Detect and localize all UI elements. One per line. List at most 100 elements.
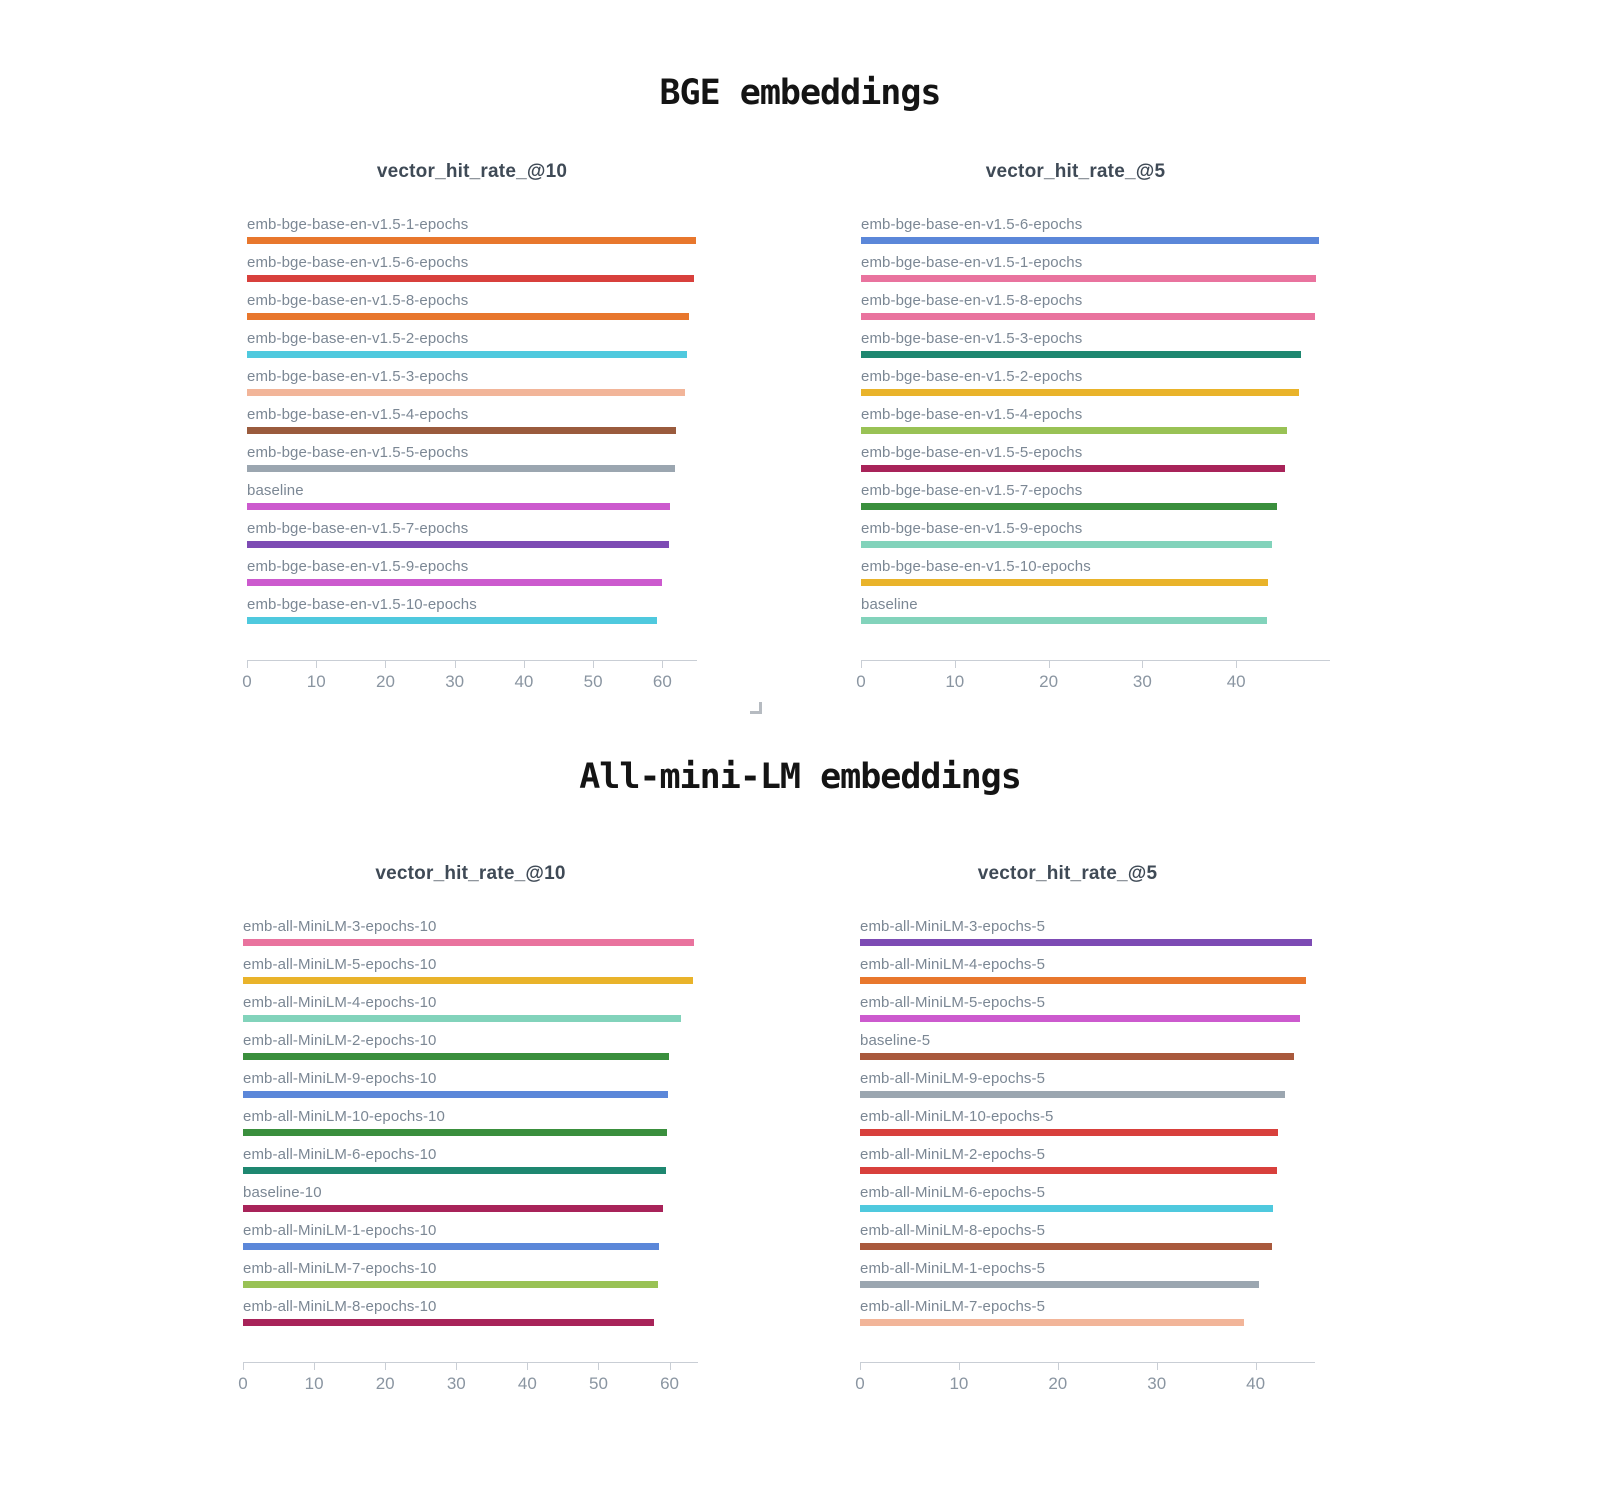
bar [861,503,1277,510]
x-axis: 0 10 20 30 40 [856,660,1330,704]
bar [243,1319,654,1326]
axis-tick-label: 30 [445,672,465,691]
bar [247,313,689,320]
bar [860,1129,1279,1136]
bar-row: emb-bge-base-en-v1.5-3-epochs [247,367,697,396]
bar-label: emb-bge-base-en-v1.5-8-epochs [247,292,469,309]
section-minilm: All-mini-LM embeddings vector_hit_rate_@… [0,756,1600,1406]
bar [243,939,694,946]
axis-tick [314,1362,316,1370]
bar-row: baseline [247,481,697,510]
axis-tick-label: 10 [945,672,965,691]
bar [861,617,1268,624]
axis-tick-label: 50 [583,672,603,691]
axis-tick [247,660,248,668]
bar-label: emb-all-MiniLM-4-epochs-10 [243,994,437,1011]
bar-label: emb-all-MiniLM-8-epochs-10 [243,1298,437,1315]
bar-row: emb-all-MiniLM-7-epochs-10 [243,1259,698,1288]
bar-label: emb-bge-base-en-v1.5-2-epochs [861,368,1083,385]
bar [860,1053,1295,1060]
bar [247,541,669,548]
bar [861,275,1316,282]
axis-tick [958,1362,960,1370]
bar-label: emb-all-MiniLM-6-epochs-5 [860,1184,1046,1201]
bar-label: emb-bge-base-en-v1.5-4-epochs [247,406,469,423]
bar [861,541,1272,548]
bar-row: emb-all-MiniLM-10-epochs-10 [243,1107,698,1136]
bar-label: emb-all-MiniLM-9-epochs-10 [243,1070,437,1087]
bar-label: emb-bge-base-en-v1.5-5-epochs [247,444,469,461]
section-title-minilm: All-mini-LM embeddings [579,757,1022,797]
axis-tick [385,1362,387,1370]
bar-row: emb-bge-base-en-v1.5-2-epochs [247,329,697,358]
axis-tick-label: 0 [238,1374,248,1393]
bar-row: baseline-5 [860,1031,1315,1060]
axis-tick [1236,660,1238,668]
bar-label: emb-all-MiniLM-10-epochs-5 [860,1108,1054,1125]
axis-tick [456,1362,458,1370]
bar [247,237,696,244]
bar [247,465,675,472]
bar-row: emb-all-MiniLM-2-epochs-5 [860,1145,1315,1174]
section-title-bge: BGE embeddings [659,73,941,113]
axis-tick-label: 30 [1132,672,1152,691]
chart-title: vector_hit_rate_@10 [376,161,568,182]
bar-label: emb-all-MiniLM-9-epochs-5 [860,1070,1046,1087]
bar-label: emb-bge-base-en-v1.5-7-epochs [861,482,1083,499]
bar-row: baseline [861,595,1330,624]
bar [247,503,670,510]
axis-tick [1142,660,1144,668]
axis-tick-label: 30 [1147,1374,1167,1393]
bar [247,275,694,282]
axis-tick-label: 40 [1246,1374,1266,1393]
axis-tick-label: 60 [652,672,672,691]
bar [860,1167,1278,1174]
chart-bge-hit-rate-5: vector_hit_rate_@5 emb-bge-base-en-v1.5-… [856,160,1330,704]
bar-rows: emb-bge-base-en-v1.5-6-epochs emb-bge-bas… [861,215,1330,624]
axis-line [861,660,1330,661]
bar-row: emb-all-MiniLM-8-epochs-5 [860,1221,1315,1250]
bar-row: emb-bge-base-en-v1.5-2-epochs [861,367,1330,396]
axis-tick [593,660,595,668]
bar-row: emb-bge-base-en-v1.5-7-epochs [861,481,1330,510]
chart-title: vector_hit_rate_@5 [985,161,1166,182]
bar-row: emb-all-MiniLM-6-epochs-10 [243,1145,698,1174]
bar [861,313,1315,320]
bar-row: emb-all-MiniLM-9-epochs-5 [860,1069,1315,1098]
bar-row: emb-bge-base-en-v1.5-10-epochs [247,595,697,624]
bar [243,1205,664,1212]
axis-tick [1057,1362,1059,1370]
bar-label: emb-bge-base-en-v1.5-6-epochs [247,254,469,271]
section-bge: BGE embeddings vector_hit_rate_@10 emb-b… [0,0,1600,704]
bar-row: emb-all-MiniLM-8-epochs-10 [243,1297,698,1326]
bar-row: emb-bge-base-en-v1.5-6-epochs [861,215,1330,244]
axis-tick [523,660,525,668]
charts-row-minilm: vector_hit_rate_@10 emb-all-MiniLM-3-epo… [0,862,1600,1406]
bar-row: emb-all-MiniLM-9-epochs-10 [243,1069,698,1098]
bar [861,579,1269,586]
axis-tick [243,1362,244,1370]
bar-row: emb-bge-base-en-v1.5-1-epochs [861,253,1330,282]
charts-row-bge: vector_hit_rate_@10 emb-bge-base-en-v1.5… [0,160,1600,704]
bar-label: emb-bge-base-en-v1.5-1-epochs [861,254,1083,271]
bar [860,1091,1286,1098]
bar-label: emb-all-MiniLM-2-epochs-5 [860,1146,1046,1163]
bar-row: emb-all-MiniLM-3-epochs-10 [243,917,698,946]
bar [247,427,677,434]
bar [247,579,662,586]
bar [861,237,1319,244]
x-axis: 0 10 20 30 40 [855,1362,1315,1406]
bar-row: emb-all-MiniLM-1-epochs-5 [860,1259,1315,1288]
bar-label: emb-all-MiniLM-4-epochs-5 [860,956,1046,973]
bar-row: emb-bge-base-en-v1.5-4-epochs [247,405,697,434]
bar-label: emb-all-MiniLM-1-epochs-10 [243,1222,437,1239]
bar-rows: emb-bge-base-en-v1.5-1-epochs emb-bge-bas… [247,215,697,624]
resize-handle-icon[interactable] [750,702,762,714]
bar-label: emb-bge-base-en-v1.5-6-epochs [861,216,1083,233]
axis-tick [1156,1362,1158,1370]
bar-row: emb-bge-base-en-v1.5-6-epochs [247,253,697,282]
bar [243,1129,667,1136]
bar-row: emb-bge-base-en-v1.5-8-epochs [247,291,697,320]
bar [860,939,1313,946]
bar-label: emb-bge-base-en-v1.5-10-epochs [247,596,477,613]
